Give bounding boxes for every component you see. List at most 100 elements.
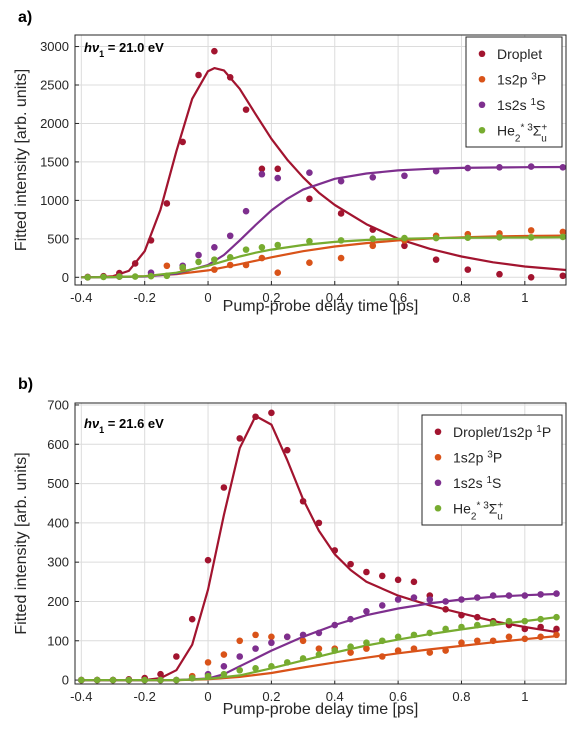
data-point-series-3 bbox=[426, 629, 434, 637]
data-point-series-3 bbox=[299, 655, 307, 662]
data-point-series-3 bbox=[188, 674, 196, 682]
x-tick-label: 0.2 bbox=[262, 689, 280, 704]
legend-entry-label: 1s2p 3P bbox=[497, 71, 546, 88]
axes-frame bbox=[74, 34, 567, 286]
data-point-series-0 bbox=[464, 266, 472, 273]
x-axis-label: Pump-probe delay time [ps] bbox=[223, 701, 419, 718]
data-point-series-3 bbox=[236, 666, 244, 674]
legend-entry-label: Droplet bbox=[497, 46, 542, 62]
data-point-series-2 bbox=[464, 164, 472, 172]
data-point-series-2 bbox=[268, 639, 275, 647]
x-axis-label: Pump-probe delay time [ps] bbox=[223, 298, 419, 315]
data-point-series-3 bbox=[157, 676, 164, 684]
data-point-series-2 bbox=[378, 602, 386, 609]
data-point-series-2 bbox=[559, 164, 566, 171]
data-point-series-0 bbox=[432, 256, 440, 263]
legend: Droplet/1s2p 1P 1s2p 3P 1s2s 1S He2* 3Σ+ u bbox=[421, 414, 563, 526]
data-point-series-2 bbox=[410, 594, 418, 601]
data-point-series-3 bbox=[474, 621, 481, 629]
legend-entry-label: He2* 3Σ+ u bbox=[497, 122, 547, 144]
data-point-series-1 bbox=[211, 266, 218, 273]
data-point-series-2 bbox=[299, 631, 307, 639]
data-point-series-0 bbox=[236, 435, 244, 442]
legend-entry-label: 1s2p 3P bbox=[453, 449, 502, 466]
data-point-series-0 bbox=[347, 560, 354, 568]
legend-box bbox=[421, 414, 563, 526]
data-point-series-0 bbox=[410, 578, 418, 586]
legend-entry-label: 1s2s 1S bbox=[453, 474, 501, 491]
data-point-series-3 bbox=[331, 647, 339, 654]
data-point-series-0 bbox=[442, 606, 449, 613]
x-tick-label: 1 bbox=[521, 290, 528, 305]
data-point-series-3 bbox=[226, 254, 234, 261]
data-point-series-2 bbox=[347, 615, 354, 623]
data-point-series-0 bbox=[369, 226, 377, 233]
data-point-series-0 bbox=[131, 260, 139, 267]
data-point-series-2 bbox=[252, 645, 259, 652]
data-point-series-2 bbox=[537, 591, 544, 598]
data-point-series-0 bbox=[559, 272, 566, 280]
data-point-series-3 bbox=[125, 676, 133, 684]
x-tick-label: 0.4 bbox=[326, 689, 344, 704]
data-point-series-3 bbox=[109, 676, 117, 684]
data-point-series-1 bbox=[268, 633, 275, 641]
data-point-series-1 bbox=[299, 637, 307, 645]
data-layer bbox=[78, 409, 560, 684]
data-point-series-2 bbox=[496, 164, 503, 171]
data-point-series-1 bbox=[274, 269, 282, 276]
data-point-series-1 bbox=[521, 635, 529, 643]
data-point-series-0 bbox=[401, 242, 408, 250]
data-point-series-3 bbox=[204, 672, 212, 680]
data-point-series-2 bbox=[401, 172, 408, 180]
data-point-series-1 bbox=[369, 242, 377, 250]
data-point-series-2 bbox=[242, 207, 250, 215]
data-point-series-2 bbox=[258, 170, 266, 178]
data-point-series-2 bbox=[315, 629, 323, 637]
data-point-series-0 bbox=[220, 484, 228, 491]
x-tick-label: 0.6 bbox=[389, 689, 407, 704]
data-point-series-2 bbox=[442, 598, 449, 605]
data-point-series-2 bbox=[337, 177, 345, 185]
data-point-series-2 bbox=[195, 251, 202, 259]
chart-panel-b: -0.4 -0.2 0 0.2 0.4 0.6 0.8 1 0 100 200 300 400 500 60… bbox=[13, 376, 567, 718]
data-point-series-1 bbox=[347, 649, 354, 656]
fit-line-series-0 bbox=[81, 67, 566, 279]
data-point-series-1 bbox=[236, 637, 244, 645]
data-point-series-1 bbox=[337, 254, 345, 262]
data-point-series-1 bbox=[220, 651, 228, 658]
data-point-series-2 bbox=[369, 174, 377, 181]
data-point-series-1 bbox=[442, 647, 449, 654]
data-point-series-3 bbox=[306, 237, 313, 245]
legend-marker bbox=[434, 479, 442, 487]
data-point-series-3 bbox=[84, 274, 91, 281]
data-point-series-1 bbox=[204, 659, 212, 666]
data-point-series-1 bbox=[306, 259, 313, 266]
data-point-series-3 bbox=[394, 633, 402, 641]
data-point-series-3 bbox=[337, 237, 345, 244]
y-tick-label: 2000 bbox=[40, 116, 69, 131]
y-tick-label: 2500 bbox=[40, 78, 69, 93]
data-point-series-2 bbox=[226, 232, 234, 240]
legend: Droplet 1s2p 3P 1s2s 1S He2* 3Σ+ u bbox=[465, 36, 563, 148]
x-tick-label: 1 bbox=[521, 689, 528, 704]
data-point-series-3 bbox=[274, 241, 282, 249]
data-point-series-2 bbox=[220, 663, 228, 670]
data-point-series-0 bbox=[268, 409, 275, 417]
photon-energy-annotation: hν1 = 21.6 eV bbox=[84, 416, 164, 435]
data-point-series-1 bbox=[226, 261, 234, 269]
data-point-series-0 bbox=[252, 413, 259, 421]
data-point-series-3 bbox=[378, 637, 386, 645]
data-point-series-3 bbox=[432, 234, 440, 242]
data-point-series-0 bbox=[299, 497, 307, 505]
data-point-series-2 bbox=[426, 596, 434, 603]
legend-marker bbox=[434, 428, 442, 436]
x-tick-label: -0.4 bbox=[70, 290, 92, 305]
data-point-series-1 bbox=[426, 649, 434, 656]
data-point-series-1 bbox=[242, 261, 250, 269]
data-point-series-1 bbox=[505, 633, 513, 641]
data-point-series-3 bbox=[410, 631, 418, 639]
data-point-series-0 bbox=[195, 71, 202, 79]
panel-label: b) bbox=[18, 376, 33, 393]
data-point-series-2 bbox=[489, 592, 497, 599]
data-point-series-1 bbox=[489, 637, 497, 645]
